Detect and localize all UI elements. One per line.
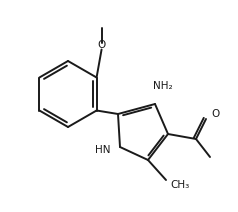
- Text: HN: HN: [94, 145, 110, 155]
- Text: O: O: [211, 109, 219, 119]
- Text: NH₂: NH₂: [153, 81, 173, 91]
- Text: CH₃: CH₃: [170, 180, 189, 190]
- Text: methoxy: methoxy: [91, 18, 136, 28]
- Text: O: O: [97, 39, 106, 49]
